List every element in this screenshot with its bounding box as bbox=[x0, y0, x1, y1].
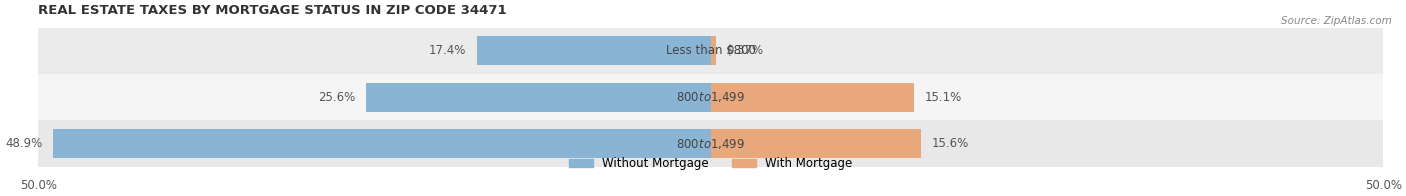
Bar bbox=[367, 83, 711, 112]
Text: $800 to $1,499: $800 to $1,499 bbox=[676, 137, 745, 151]
Bar bbox=[53, 129, 711, 158]
Bar bbox=[38, 120, 1384, 167]
Text: 15.6%: 15.6% bbox=[931, 137, 969, 150]
Text: 48.9%: 48.9% bbox=[6, 137, 42, 150]
Legend: Without Mortgage, With Mortgage: Without Mortgage, With Mortgage bbox=[564, 152, 858, 175]
Text: 17.4%: 17.4% bbox=[429, 44, 465, 57]
Bar bbox=[477, 36, 711, 65]
Bar bbox=[38, 74, 1384, 120]
Text: REAL ESTATE TAXES BY MORTGAGE STATUS IN ZIP CODE 34471: REAL ESTATE TAXES BY MORTGAGE STATUS IN … bbox=[38, 4, 506, 17]
Bar bbox=[711, 36, 716, 65]
Text: 25.6%: 25.6% bbox=[318, 91, 356, 104]
Bar bbox=[711, 83, 914, 112]
Text: 0.37%: 0.37% bbox=[727, 44, 763, 57]
Bar bbox=[711, 129, 921, 158]
Bar bbox=[38, 28, 1384, 74]
Text: Source: ZipAtlas.com: Source: ZipAtlas.com bbox=[1281, 16, 1392, 26]
Text: 15.1%: 15.1% bbox=[925, 91, 962, 104]
Text: $800 to $1,499: $800 to $1,499 bbox=[676, 90, 745, 104]
Text: Less than $800: Less than $800 bbox=[666, 44, 755, 57]
